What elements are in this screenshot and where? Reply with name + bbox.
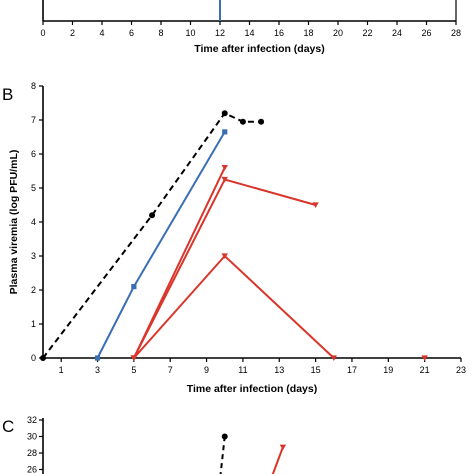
- panel-b-y-tick-label: 0: [31, 353, 36, 363]
- panel-b-series-2-line: [96, 131, 226, 359]
- panel-b-series-1-point: [239, 118, 246, 125]
- panel-b-x-axis-title: Time after infection (days): [187, 383, 318, 395]
- panel-b-y-tick-label: 3: [31, 251, 36, 261]
- panel-a-x-tick-label: 4: [99, 28, 104, 38]
- panel-c-y-tick-label: 30: [27, 432, 37, 442]
- panel-c-y-tick-label: 28: [27, 448, 37, 458]
- panel-b-series-4-point: [221, 176, 228, 183]
- panel-a-x-tick-label: 8: [158, 28, 163, 38]
- panel-b-series-6-point: [421, 355, 428, 361]
- panel-a-x-axis-title: Time after infection (days): [194, 43, 325, 55]
- panel-b-series-4-point: [312, 202, 319, 208]
- panel-b-series-5-point: [130, 355, 138, 361]
- panel-b-x-tick-label: 23: [456, 365, 466, 375]
- panel-a-x-tick-label: 24: [392, 28, 402, 38]
- panel-b-series-5-point: [221, 253, 228, 259]
- panel-b-y-axis-title: Plasma viremia (log PFU/mL): [8, 150, 20, 295]
- panel-b-y-tick-label: 6: [31, 149, 36, 159]
- panel-b-series-1-point: [149, 212, 156, 219]
- panel-c-series-1-point: [221, 433, 228, 440]
- panel-b-y-tick-label: 2: [31, 285, 36, 295]
- panel-a-x-tick-label: 22: [362, 28, 372, 38]
- panel-b-series-1-point: [40, 355, 46, 361]
- panel-b-x-tick-label: 11: [238, 365, 247, 375]
- panel-a-x-tick-label: 28: [451, 28, 461, 38]
- panel-c-series-2-line: [271, 446, 284, 474]
- panel-c: 26 28 30 32: [27, 415, 287, 474]
- panel-b-x-tick-label: 13: [274, 365, 284, 375]
- panel-a-x-tick-label: 16: [274, 28, 284, 38]
- panel-b-x-tick-label: 15: [311, 365, 321, 375]
- panel-b-series-1-point: [258, 118, 265, 125]
- panel-b-x-tick-label: 19: [383, 365, 393, 375]
- panel-b-series-5-point: [330, 355, 337, 361]
- panel-b-x-tick-label: 3: [95, 365, 100, 375]
- panel-b-series-3-point: [221, 165, 228, 171]
- panel-b-x-tick-label: 7: [168, 365, 173, 375]
- panel-b-y-tick-label: 8: [31, 81, 36, 91]
- panel-b-series-2-point: [222, 129, 228, 135]
- panel-b-series-1-point: [221, 110, 228, 117]
- panel-a-x-tick-label: 20: [333, 28, 343, 38]
- panel-a-x-tick-label: 2: [70, 28, 75, 38]
- panel-a-x-tick-label: 10: [185, 28, 195, 38]
- panel-b-x-tick-label: 9: [204, 365, 209, 375]
- panel-a-x-tick-label: 14: [244, 28, 254, 38]
- panel-b-x-tick-label: 21: [420, 365, 430, 375]
- panel-b-y-tick-label: 5: [31, 183, 36, 193]
- panel-b-y-tick-label: 1: [31, 319, 36, 329]
- panel-b-x-tick-label: 1: [59, 365, 64, 375]
- panel-a-x-tick-label: 18: [303, 28, 313, 38]
- panel-c-series-2-point: [279, 444, 287, 451]
- panel-c-y-tick-label: 26: [27, 465, 37, 474]
- panel-a-x-tick-label: 6: [129, 28, 134, 38]
- panel-a-x-tick-label: 12: [215, 28, 225, 38]
- panel-b-x-tick-label: 5: [131, 365, 136, 375]
- panel-b-series-5-line: [133, 254, 335, 359]
- panel-c-y-tick-label: 32: [27, 415, 37, 425]
- panel-b-letter: B: [2, 85, 13, 104]
- panel-c-letter: C: [2, 417, 14, 436]
- panel-b-series-2-point: [94, 355, 101, 361]
- panel-b-x-tick-label: 17: [347, 365, 357, 375]
- panel-b-y-tick-label: 4: [31, 217, 36, 227]
- panel-a-x-tick-label: 26: [421, 28, 431, 38]
- panel-b-series-4-line: [132, 178, 316, 359]
- panel-b-series-2-point: [131, 284, 137, 290]
- panel-b-y-tick-label: 7: [31, 115, 36, 125]
- panel-c-series-1-line: [219, 436, 226, 474]
- panel-a-x-tick-label: 0: [40, 28, 45, 38]
